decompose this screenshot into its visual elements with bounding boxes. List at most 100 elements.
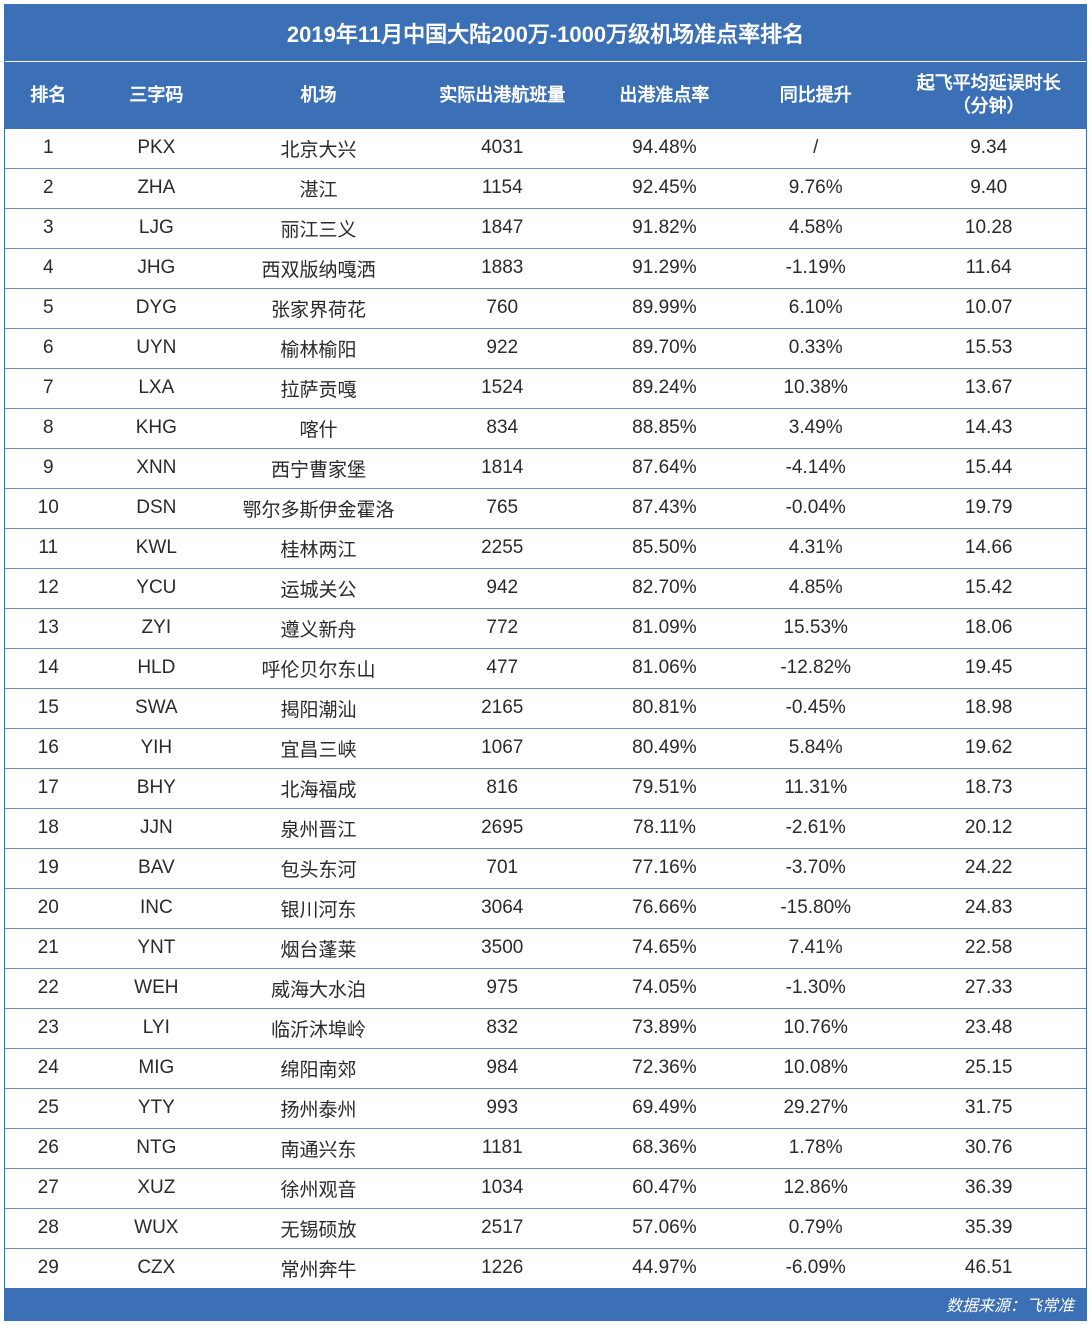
cell-ontime: 89.24% (589, 368, 740, 408)
cell-delay: 24.83 (891, 888, 1086, 928)
cell-ontime: 72.36% (589, 1048, 740, 1088)
table-row: 12YCU运城关公94282.70%4.85%15.42 (5, 568, 1086, 608)
cell-rank: 26 (5, 1128, 91, 1168)
cell-flights: 2165 (416, 688, 589, 728)
cell-rank: 8 (5, 408, 91, 448)
cell-delay: 46.51 (891, 1248, 1086, 1288)
cell-delay: 22.58 (891, 928, 1086, 968)
cell-airport: 湛江 (221, 168, 416, 208)
table-row: 21YNT烟台蓬莱350074.65%7.41%22.58 (5, 928, 1086, 968)
cell-airport: 徐州观音 (221, 1168, 416, 1208)
cell-code: WEH (91, 968, 221, 1008)
cell-code: BHY (91, 768, 221, 808)
cell-yoy: 10.76% (740, 1008, 891, 1048)
cell-delay: 35.39 (891, 1208, 1086, 1248)
cell-yoy: 4.58% (740, 208, 891, 248)
cell-yoy: 3.49% (740, 408, 891, 448)
cell-code: SWA (91, 688, 221, 728)
table-row: 10DSN鄂尔多斯伊金霍洛76587.43%-0.04%19.79 (5, 488, 1086, 528)
cell-flights: 975 (416, 968, 589, 1008)
table-row: 1PKX北京大兴403194.48%/9.34 (5, 129, 1086, 169)
cell-ontime: 94.48% (589, 129, 740, 169)
cell-rank: 25 (5, 1088, 91, 1128)
cell-rank: 15 (5, 688, 91, 728)
table-row: 26NTG南通兴东118168.36%1.78%30.76 (5, 1128, 1086, 1168)
cell-code: PKX (91, 129, 221, 169)
cell-flights: 1226 (416, 1248, 589, 1288)
cell-airport: 遵义新舟 (221, 608, 416, 648)
col-header-delay: 起飞平均延误时长（分钟） (891, 62, 1086, 129)
cell-airport: 北京大兴 (221, 129, 416, 169)
cell-code: YIH (91, 728, 221, 768)
cell-flights: 765 (416, 488, 589, 528)
cell-airport: 无锡硕放 (221, 1208, 416, 1248)
table-container: 2019年11月中国大陆200万-1000万级机场准点率排名 排名 三字码 机场… (4, 4, 1087, 1321)
cell-rank: 10 (5, 488, 91, 528)
cell-airport: 鄂尔多斯伊金霍洛 (221, 488, 416, 528)
col-header-code: 三字码 (91, 62, 221, 129)
cell-ontime: 77.16% (589, 848, 740, 888)
cell-yoy: 9.76% (740, 168, 891, 208)
col-header-rank: 排名 (5, 62, 91, 129)
cell-rank: 4 (5, 248, 91, 288)
ranking-table: 排名 三字码 机场 实际出港航班量 出港准点率 同比提升 起飞平均延误时长（分钟… (5, 61, 1086, 1288)
cell-code: LYI (91, 1008, 221, 1048)
table-row: 24MIG绵阳南郊98472.36%10.08%25.15 (5, 1048, 1086, 1088)
cell-ontime: 73.89% (589, 1008, 740, 1048)
cell-code: HLD (91, 648, 221, 688)
cell-flights: 2517 (416, 1208, 589, 1248)
cell-yoy: -2.61% (740, 808, 891, 848)
cell-flights: 1181 (416, 1128, 589, 1168)
cell-flights: 922 (416, 328, 589, 368)
cell-airport: 威海大水泊 (221, 968, 416, 1008)
cell-delay: 14.66 (891, 528, 1086, 568)
cell-rank: 17 (5, 768, 91, 808)
cell-ontime: 81.09% (589, 608, 740, 648)
cell-yoy: 15.53% (740, 608, 891, 648)
cell-ontime: 82.70% (589, 568, 740, 608)
cell-delay: 27.33 (891, 968, 1086, 1008)
cell-ontime: 92.45% (589, 168, 740, 208)
cell-flights: 3064 (416, 888, 589, 928)
cell-flights: 772 (416, 608, 589, 648)
cell-ontime: 44.97% (589, 1248, 740, 1288)
cell-ontime: 69.49% (589, 1088, 740, 1128)
cell-ontime: 87.64% (589, 448, 740, 488)
table-body: 1PKX北京大兴403194.48%/9.342ZHA湛江115492.45%9… (5, 129, 1086, 1288)
cell-delay: 9.34 (891, 129, 1086, 169)
cell-yoy: 10.38% (740, 368, 891, 408)
cell-delay: 10.07 (891, 288, 1086, 328)
cell-rank: 14 (5, 648, 91, 688)
cell-airport: 喀什 (221, 408, 416, 448)
cell-code: KHG (91, 408, 221, 448)
cell-ontime: 60.47% (589, 1168, 740, 1208)
cell-airport: 泉州晋江 (221, 808, 416, 848)
cell-yoy: 4.31% (740, 528, 891, 568)
cell-delay: 15.53 (891, 328, 1086, 368)
table-row: 14HLD呼伦贝尔东山47781.06%-12.82%19.45 (5, 648, 1086, 688)
cell-flights: 1154 (416, 168, 589, 208)
cell-yoy: 29.27% (740, 1088, 891, 1128)
cell-flights: 942 (416, 568, 589, 608)
cell-ontime: 57.06% (589, 1208, 740, 1248)
cell-rank: 13 (5, 608, 91, 648)
cell-yoy: 10.08% (740, 1048, 891, 1088)
table-row: 4JHG西双版纳嘎洒188391.29%-1.19%11.64 (5, 248, 1086, 288)
cell-rank: 3 (5, 208, 91, 248)
cell-rank: 5 (5, 288, 91, 328)
cell-yoy: -12.82% (740, 648, 891, 688)
cell-delay: 30.76 (891, 1128, 1086, 1168)
col-header-yoy: 同比提升 (740, 62, 891, 129)
cell-airport: 西宁曹家堡 (221, 448, 416, 488)
cell-airport: 榆林榆阳 (221, 328, 416, 368)
cell-rank: 28 (5, 1208, 91, 1248)
cell-ontime: 89.70% (589, 328, 740, 368)
cell-airport: 呼伦贝尔东山 (221, 648, 416, 688)
cell-yoy: -15.80% (740, 888, 891, 928)
cell-ontime: 91.29% (589, 248, 740, 288)
cell-code: XNN (91, 448, 221, 488)
cell-code: BAV (91, 848, 221, 888)
table-row: 25YTY扬州泰州99369.49%29.27%31.75 (5, 1088, 1086, 1128)
table-row: 5DYG张家界荷花76089.99%6.10%10.07 (5, 288, 1086, 328)
cell-airport: 拉萨贡嘎 (221, 368, 416, 408)
